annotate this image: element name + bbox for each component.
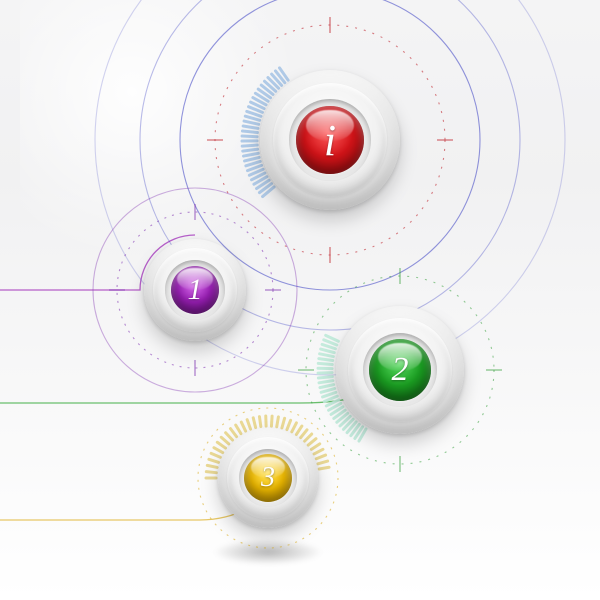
- step-2-button[interactable]: 2: [336, 306, 464, 434]
- step-3-button[interactable]: 3: [218, 428, 318, 528]
- info-button[interactable]: i: [260, 70, 400, 210]
- info-icon: i: [296, 106, 363, 173]
- step-2-label: 2: [369, 339, 430, 400]
- step-3-label: 3: [244, 454, 292, 502]
- infographic-canvas: i 1 2 3: [0, 0, 600, 600]
- step-1-button[interactable]: 1: [144, 239, 246, 341]
- step-1-label: 1: [171, 266, 220, 315]
